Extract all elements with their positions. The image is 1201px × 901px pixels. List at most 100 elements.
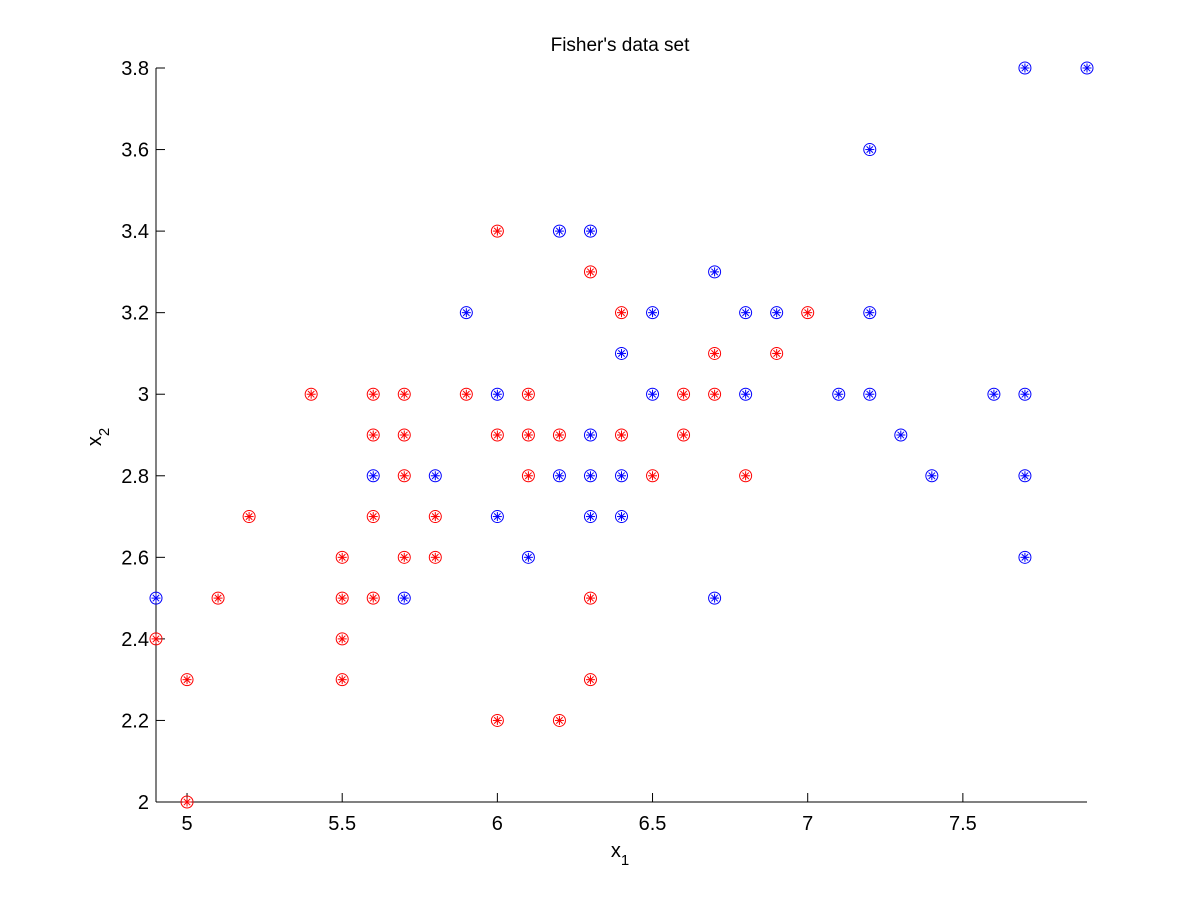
data-point: [677, 387, 691, 401]
y-tick-label: 3.8: [121, 58, 149, 80]
data-point: [615, 428, 628, 442]
data-point: [739, 306, 753, 320]
data-point: [615, 346, 628, 360]
data-point: [552, 469, 566, 483]
data-point: [428, 469, 442, 483]
axes: 5 5.5 6 6.5 7 7.5 2 2.2 2.4 2.6 2.8 3 3.2 3.4 3.6 3.8: [121, 58, 1087, 835]
data-point: [490, 510, 504, 524]
y-tick-label: 3.4: [121, 221, 149, 243]
data-point: [397, 469, 411, 483]
data-point: [832, 387, 846, 401]
data-point: [987, 387, 1001, 401]
data-point: [770, 306, 784, 320]
data-point: [583, 265, 597, 279]
data-point: [521, 469, 535, 483]
data-point: [335, 673, 349, 687]
y-tick-label: 2.8: [121, 466, 149, 488]
x-tick-label: 5: [181, 813, 192, 835]
x-tick-label: 5.5: [328, 813, 356, 835]
data-point: [211, 591, 225, 605]
data-point: [552, 713, 566, 727]
y-tick-label: 3.2: [121, 303, 149, 325]
x-tick-label: 7: [802, 813, 813, 835]
x-tick-label: 7.5: [949, 813, 977, 835]
data-point: [552, 428, 566, 442]
x-axis-label-main: x: [611, 840, 621, 862]
data-point: [583, 591, 597, 605]
data-point: [242, 510, 256, 524]
data-point: [180, 795, 194, 809]
data-point: [615, 510, 628, 524]
data-point: [708, 591, 722, 605]
data-point: [739, 469, 753, 483]
data-point: [366, 469, 380, 483]
data-point: [366, 591, 380, 605]
y-tick-label: 2.4: [121, 629, 149, 651]
data-point: [1080, 61, 1094, 75]
data-point: [149, 632, 163, 646]
data-point: [583, 673, 597, 687]
data-point: [521, 387, 535, 401]
series-2: [149, 61, 1094, 605]
data-point: [646, 306, 660, 320]
y-tick-label: 2: [138, 792, 149, 814]
y-tick-label: 2.2: [121, 710, 149, 732]
data-point: [180, 673, 194, 687]
data-points: [149, 61, 1094, 809]
data-point: [863, 143, 877, 157]
series-1: [149, 224, 815, 809]
data-point: [335, 632, 349, 646]
data-point: [708, 346, 722, 360]
data-point: [490, 428, 504, 442]
chart-title: Fisher's data set: [551, 35, 691, 56]
x-tick-label: 6.5: [639, 813, 667, 835]
data-point: [459, 306, 473, 320]
y-axis-label-sub: 2: [96, 428, 113, 436]
data-point: [149, 591, 163, 605]
data-point: [521, 428, 535, 442]
data-point: [428, 510, 442, 524]
data-point: [583, 428, 597, 442]
data-point: [366, 428, 380, 442]
x-axis-label-sub: 1: [621, 852, 629, 869]
data-point: [583, 469, 597, 483]
data-point: [894, 428, 908, 442]
data-point: [1018, 387, 1032, 401]
data-point: [1018, 469, 1032, 483]
data-point: [397, 591, 411, 605]
data-point: [335, 550, 349, 564]
x-axis-label: x1: [611, 840, 629, 869]
y-tick-label: 2.6: [121, 547, 149, 569]
data-point: [863, 306, 877, 320]
data-point: [615, 306, 628, 320]
data-point: [615, 469, 628, 483]
data-point: [863, 387, 877, 401]
data-point: [708, 387, 722, 401]
data-point: [490, 713, 504, 727]
data-point: [490, 224, 504, 238]
y-axis-label-main: x: [84, 436, 106, 446]
data-point: [646, 387, 660, 401]
data-point: [1018, 61, 1032, 75]
data-point: [583, 510, 597, 524]
data-point: [304, 387, 318, 401]
data-point: [366, 387, 380, 401]
data-point: [397, 428, 411, 442]
data-point: [490, 387, 504, 401]
data-point: [397, 387, 411, 401]
data-point: [397, 550, 411, 564]
y-tick-label: 3: [138, 384, 149, 406]
y-axis-label: x2: [84, 428, 113, 446]
data-point: [552, 224, 566, 238]
data-point: [925, 469, 939, 483]
data-point: [677, 428, 691, 442]
data-point: [801, 306, 815, 320]
data-point: [521, 550, 535, 564]
data-point: [459, 387, 473, 401]
data-point: [770, 346, 784, 360]
x-tick-label: 6: [492, 813, 503, 835]
data-point: [646, 469, 660, 483]
data-point: [739, 387, 753, 401]
data-point: [1018, 550, 1032, 564]
